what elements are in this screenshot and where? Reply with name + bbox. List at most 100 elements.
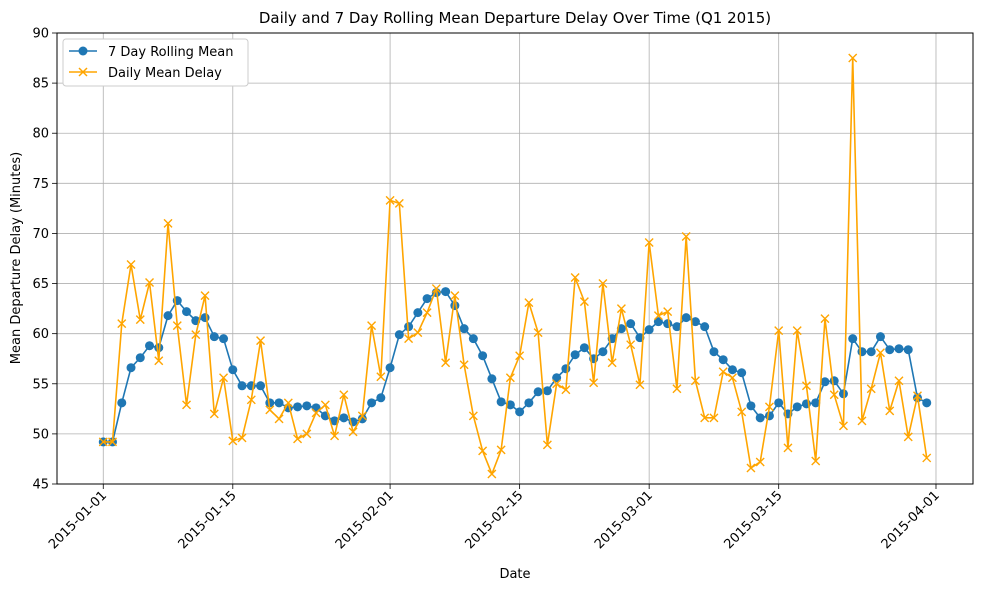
rolling-mean-point [663, 319, 673, 329]
rolling-mean-point [644, 325, 654, 335]
rolling-mean-point [117, 398, 127, 408]
rolling-mean-point [820, 377, 830, 387]
rolling-mean-point [302, 401, 312, 411]
rolling-mean-point [468, 334, 478, 344]
x-tick-label: 2015-03-01 [592, 488, 656, 552]
rolling-mean-point [404, 322, 414, 332]
x-tick-label: 2015-02-01 [333, 488, 397, 552]
rolling-mean-point [228, 365, 238, 375]
y-axis-label: Mean Departure Delay (Minutes) [9, 152, 24, 364]
daily-mean-point [468, 411, 478, 421]
rolling-mean-point [727, 365, 737, 375]
daily-mean-point [256, 336, 266, 346]
rolling-mean-point [700, 322, 710, 332]
daily-mean-point [515, 351, 525, 361]
rolling-mean-point [219, 334, 229, 344]
rolling-mean-point [182, 307, 192, 317]
rolling-mean-point [653, 317, 663, 327]
daily-mean-point [820, 314, 830, 324]
daily-mean-point [145, 278, 155, 288]
daily-mean-point [441, 358, 451, 368]
rolling-mean-point [922, 398, 932, 408]
daily-mean-point [311, 408, 321, 418]
daily-mean-point [422, 308, 432, 318]
daily-mean-point [764, 402, 774, 412]
x-axis-label: Date [499, 567, 530, 582]
rolling-mean-point [866, 347, 876, 357]
daily-mean-point [524, 298, 534, 308]
daily-mean-point [228, 436, 238, 446]
legend-marker-daily [78, 67, 88, 77]
rolling-mean-point [367, 398, 377, 408]
daily-mean-point [570, 273, 580, 283]
daily-mean-point [626, 340, 636, 350]
rolling-mean-point [441, 287, 451, 297]
daily-mean-point [737, 407, 747, 417]
rolling-mean-point [690, 317, 700, 327]
daily-mean-point [237, 433, 247, 443]
daily-mean-point [829, 390, 839, 400]
rolling-mean-point [709, 347, 719, 357]
daily-mean-point [274, 414, 284, 424]
legend-label-daily: Daily Mean Delay [108, 66, 222, 81]
daily-mean-point [126, 260, 136, 270]
series-daily-mean [98, 53, 932, 479]
x-tick-label: 2015-01-01 [46, 488, 110, 552]
rolling-mean-point [561, 364, 571, 374]
daily-mean-point [607, 358, 617, 368]
daily-mean-point [533, 328, 543, 338]
daily-mean-point [635, 380, 645, 390]
daily-mean-point [302, 429, 312, 439]
rolling-mean-point [450, 301, 460, 311]
chart-title: Daily and 7 Day Rolling Mean Departure D… [259, 9, 771, 27]
daily-mean-point [348, 427, 358, 437]
daily-mean-point [755, 457, 765, 467]
daily-mean-point [367, 321, 377, 331]
rolling-mean-point [237, 381, 247, 391]
rolling-mean-point [857, 347, 867, 357]
rolling-mean-point [256, 381, 266, 391]
rolling-mean-point [126, 363, 136, 373]
y-tick-label: 85 [32, 77, 49, 92]
daily-mean-point [330, 431, 340, 441]
rolling-mean-point [533, 387, 543, 397]
rolling-mean-point [135, 353, 145, 363]
daily-mean-point [117, 319, 127, 329]
daily-mean-point [404, 334, 414, 344]
rolling-mean-point [163, 311, 173, 321]
y-tick-label: 70 [32, 227, 49, 242]
rolling-mean-point [570, 350, 580, 360]
rolling-mean-point [515, 407, 525, 417]
rolling-mean-point [413, 308, 423, 318]
daily-mean-point [598, 279, 608, 289]
y-tick-label: 55 [32, 377, 49, 392]
daily-mean-point [163, 218, 173, 228]
daily-mean-point [154, 356, 164, 366]
rolling-mean-point [672, 322, 682, 332]
rolling-mean-point [718, 355, 728, 365]
rolling-mean-point [885, 345, 895, 355]
daily-mean-point [459, 360, 469, 370]
daily-mean-point [135, 315, 145, 325]
rolling-mean-point [524, 398, 534, 408]
rolling-mean-point [487, 374, 497, 384]
daily-mean-point [505, 373, 515, 383]
daily-mean-point [552, 379, 562, 389]
daily-mean-point [903, 432, 913, 442]
series-layer [98, 53, 932, 479]
daily-mean-point [727, 373, 737, 383]
daily-mean-point [912, 391, 922, 401]
daily-mean-point [191, 330, 201, 340]
series-rolling-mean [98, 287, 932, 447]
daily-mean-point [746, 463, 756, 473]
daily-mean-point [709, 413, 719, 423]
rolling-mean-point [496, 397, 506, 407]
daily-mean-point [172, 321, 182, 331]
daily-mean-point [293, 434, 303, 444]
daily-mean-point [672, 384, 682, 394]
daily-mean-point [885, 406, 895, 416]
daily-mean-point [246, 395, 256, 405]
daily-mean-line [103, 57, 928, 475]
daily-mean-point [478, 446, 488, 456]
